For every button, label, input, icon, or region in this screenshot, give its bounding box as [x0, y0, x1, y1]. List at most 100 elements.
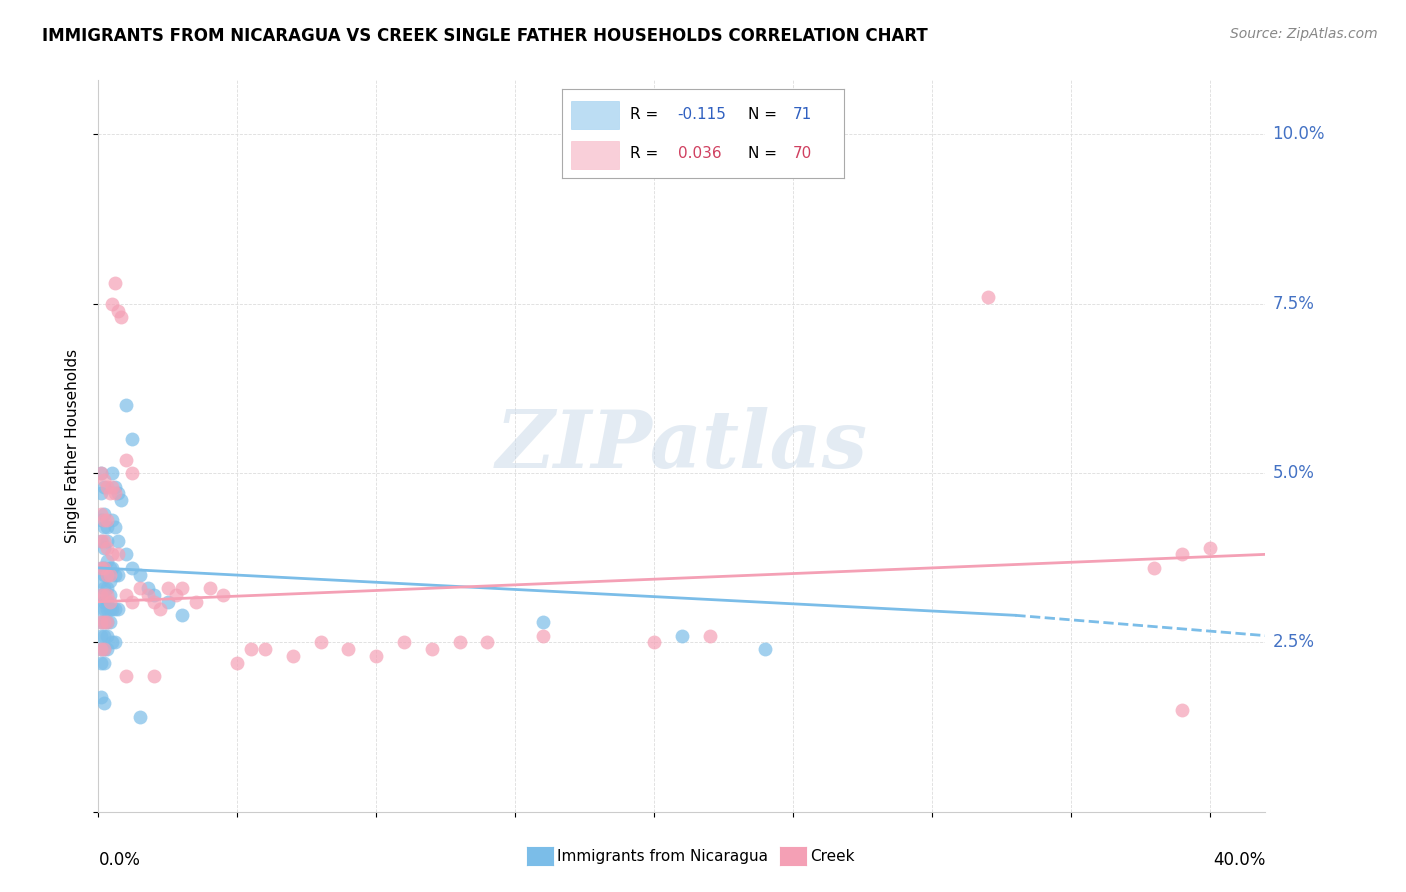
Point [93, 520, 115, 534]
Point [93, 656, 115, 670]
Point [96, 533, 118, 548]
Point [107, 601, 129, 615]
Point [93, 601, 115, 615]
Point [96, 514, 118, 528]
Point [1171, 703, 1194, 717]
Point [156, 595, 179, 609]
Point [337, 642, 360, 657]
Point [129, 567, 152, 582]
Point [98, 486, 121, 500]
Point [93, 561, 115, 575]
Text: Creek: Creek [810, 849, 855, 863]
Point [138, 588, 160, 602]
Point [93, 642, 115, 657]
Point [101, 466, 124, 480]
Point [143, 669, 166, 683]
Point [96, 595, 118, 609]
Point [107, 567, 129, 582]
Point [101, 480, 124, 494]
Point [643, 635, 665, 649]
Text: IMMIGRANTS FROM NICARAGUA VS CREEK SINGLE FATHER HOUSEHOLDS CORRELATION CHART: IMMIGRANTS FROM NICARAGUA VS CREEK SINGL… [42, 27, 928, 45]
Point [104, 567, 127, 582]
Point [93, 588, 115, 602]
Point [93, 473, 115, 487]
Point [93, 541, 115, 555]
Point [90, 514, 112, 528]
Point [93, 581, 115, 595]
Point [115, 588, 138, 602]
Point [90, 629, 112, 643]
Point [90, 615, 112, 629]
Point [477, 635, 499, 649]
Point [90, 466, 112, 480]
Point [90, 656, 112, 670]
Point [90, 588, 112, 602]
Point [121, 561, 143, 575]
Point [90, 561, 112, 575]
Point [90, 561, 112, 575]
Point [392, 635, 415, 649]
Point [93, 642, 115, 657]
Text: N =: N = [748, 146, 782, 161]
Point [98, 615, 121, 629]
Point [90, 690, 112, 704]
Point [170, 581, 193, 595]
Point [90, 507, 112, 521]
Text: 70: 70 [793, 146, 813, 161]
Point [101, 635, 124, 649]
Point [93, 615, 115, 629]
Text: 0.036: 0.036 [678, 146, 721, 161]
Point [104, 520, 127, 534]
Point [98, 574, 121, 589]
FancyBboxPatch shape [571, 101, 619, 129]
Text: 40.0%: 40.0% [1213, 851, 1265, 869]
Point [115, 398, 138, 412]
Point [1198, 541, 1220, 555]
Point [1171, 547, 1194, 561]
Point [96, 601, 118, 615]
Point [121, 595, 143, 609]
Point [121, 466, 143, 480]
FancyBboxPatch shape [571, 141, 619, 169]
Point [90, 533, 112, 548]
Point [96, 567, 118, 582]
Point [143, 588, 166, 602]
Point [90, 642, 112, 657]
Point [90, 574, 112, 589]
Point [90, 486, 112, 500]
Text: 0.0%: 0.0% [98, 851, 141, 869]
Point [148, 601, 170, 615]
Point [1143, 561, 1166, 575]
Point [309, 635, 332, 649]
Point [96, 520, 118, 534]
Text: ZIPatlas: ZIPatlas [496, 408, 868, 484]
Point [96, 581, 118, 595]
Text: 10.0%: 10.0% [1272, 126, 1324, 144]
Point [107, 303, 129, 318]
Text: 2.5%: 2.5% [1272, 633, 1315, 651]
Point [93, 514, 115, 528]
Point [93, 533, 115, 548]
Point [699, 629, 721, 643]
Point [212, 588, 235, 602]
Point [254, 642, 277, 657]
Point [115, 669, 138, 683]
Point [184, 595, 207, 609]
Point [110, 310, 132, 325]
Point [101, 561, 124, 575]
Text: 7.5%: 7.5% [1272, 294, 1315, 313]
Point [98, 567, 121, 582]
Text: -0.115: -0.115 [678, 107, 727, 121]
Text: Source: ZipAtlas.com: Source: ZipAtlas.com [1230, 27, 1378, 41]
Point [93, 697, 115, 711]
Point [170, 608, 193, 623]
Point [96, 615, 118, 629]
Text: R =: R = [630, 146, 664, 161]
Point [96, 541, 118, 555]
Point [449, 635, 471, 649]
Point [90, 533, 112, 548]
Point [121, 432, 143, 446]
Point [101, 601, 124, 615]
Point [96, 588, 118, 602]
Point [107, 533, 129, 548]
